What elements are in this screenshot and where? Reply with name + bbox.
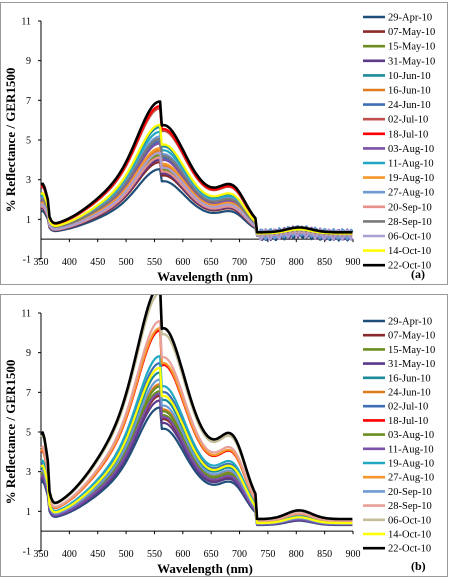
x-tick-label: 600	[175, 549, 190, 560]
x-tick-label: 850	[317, 257, 332, 268]
legend-entry: 28-Sep-10	[388, 501, 432, 512]
legend-entry: 03-Aug-10	[388, 144, 434, 155]
x-tick-label: 400	[62, 257, 77, 268]
legend-entry: 18-Jul-10	[388, 416, 428, 427]
legend-entry: 15-May-10	[388, 345, 435, 356]
reflectance-chart-a: -1 1 3 5 7 9 11 350 400 450 500 550 600 650 700 750 800 8…	[3, 13, 435, 285]
y-tick-label: 9	[26, 56, 31, 67]
y-axis-title: % Reflectance / GER1500	[3, 360, 18, 505]
legend-entry: 27-Aug-10	[388, 188, 434, 199]
x-tick-label: 500	[119, 549, 134, 560]
legend-entry: 02-Jul-10	[388, 402, 428, 413]
legend-entry: 19-Aug-10	[388, 173, 434, 184]
legend-entry: 16-Jun-10	[388, 373, 431, 384]
legend-entry: 03-Aug-10	[388, 430, 434, 441]
legend-entry: 28-Sep-10	[388, 217, 432, 228]
chart-panel-a: -1 1 3 5 7 9 11 350 400 450 500 550 600 650 700 750 800 8…	[0, 2, 448, 285]
x-tick-label: 450	[90, 549, 105, 560]
legend-entry: 06-Oct-10	[388, 232, 431, 243]
chart-panel-b: -1 1 3 5 7 9 11 350 400 450 500 550 600 650 700 750 800 8…	[0, 294, 448, 577]
x-tick-label: 750	[260, 257, 275, 268]
series-line	[40, 366, 353, 525]
x-tick-label: 700	[232, 257, 247, 268]
x-axis-title: Wavelength (nm)	[157, 561, 253, 576]
legend-entry: 22-Oct-10	[388, 544, 431, 555]
series-line	[40, 295, 353, 521]
series-line	[40, 123, 353, 235]
legend-entry: 19-Aug-10	[388, 459, 434, 470]
legend-entry: 06-Oct-10	[388, 515, 431, 526]
legend-entry: 07-May-10	[388, 27, 435, 38]
legend-entry: 22-Oct-10	[388, 261, 431, 272]
series-line	[40, 295, 353, 521]
panel-label: (a)	[411, 267, 425, 281]
y-tick-label: 7	[26, 388, 31, 399]
legend-entry: 10-Jun-10	[388, 71, 431, 82]
x-tick-label: 700	[232, 549, 247, 560]
legend-entry: 24-Jun-10	[388, 388, 431, 399]
x-tick-label: 500	[119, 257, 134, 268]
legend-entry: 07-May-10	[388, 331, 435, 342]
x-tick-label: 350	[34, 257, 49, 268]
x-tick-label: 550	[147, 549, 162, 560]
y-tick-label: 1	[26, 215, 31, 226]
legend-entry: 15-May-10	[388, 42, 435, 53]
legend-entry: 31-May-10	[388, 56, 435, 67]
legend-entry: 29-Apr-10	[388, 13, 432, 24]
x-tick-label: 600	[175, 257, 190, 268]
series-line	[40, 320, 353, 522]
y-tick-label: 3	[26, 175, 31, 186]
series-line	[40, 392, 353, 526]
y-axis-title: % Reflectance / GER1500	[3, 68, 18, 213]
x-tick-label: 850	[317, 549, 332, 560]
y-tick-label: -1	[23, 547, 31, 558]
x-tick-label: 450	[90, 257, 105, 268]
legend-entry: 31-May-10	[388, 359, 435, 370]
legend-entry: 14-Oct-10	[388, 246, 431, 257]
x-tick-label: 800	[289, 257, 304, 268]
y-tick-label: 1	[26, 507, 31, 518]
x-tick-label: 750	[260, 549, 275, 560]
y-tick-label: -1	[23, 255, 31, 266]
legend-entry: 24-Jun-10	[388, 100, 431, 111]
y-tick-label: 7	[26, 96, 31, 107]
legend-entry: 16-Jun-10	[388, 86, 431, 97]
x-tick-label: 350	[34, 549, 49, 560]
legend-entry: 29-Apr-10	[388, 317, 432, 328]
legend-entry: 11-Aug-10	[388, 159, 434, 170]
panel-label: (b)	[411, 559, 426, 573]
y-tick-label: 5	[26, 428, 31, 439]
x-tick-label: 900	[346, 549, 361, 560]
legend-entry: 14-Oct-10	[388, 530, 431, 541]
x-axis-title: Wavelength (nm)	[157, 269, 253, 284]
legend-entry: 20-Sep-10	[388, 202, 432, 213]
x-tick-label: 550	[147, 257, 162, 268]
y-tick-label: 9	[26, 348, 31, 359]
x-tick-label: 650	[204, 257, 219, 268]
series-line	[40, 100, 353, 234]
x-tick-label: 900	[346, 257, 361, 268]
y-tick-label: 5	[26, 136, 31, 147]
x-tick-label: 800	[289, 549, 304, 560]
y-tick-label: 11	[21, 309, 31, 320]
legend-entry: 27-Aug-10	[388, 473, 434, 484]
legend-entry: 02-Jul-10	[388, 115, 428, 126]
legend-entry: 20-Sep-10	[388, 487, 432, 498]
y-tick-label: 3	[26, 467, 31, 478]
x-tick-label: 400	[62, 549, 77, 560]
series-line	[40, 156, 353, 237]
reflectance-chart-b: -1 1 3 5 7 9 11 350 400 450 500 550 600 650 700 750 800 8…	[3, 295, 435, 576]
x-tick-label: 650	[204, 549, 219, 560]
legend-entry: 11-Aug-10	[388, 444, 434, 455]
legend-entry: 18-Jul-10	[388, 129, 428, 140]
y-tick-label: 11	[21, 17, 31, 28]
